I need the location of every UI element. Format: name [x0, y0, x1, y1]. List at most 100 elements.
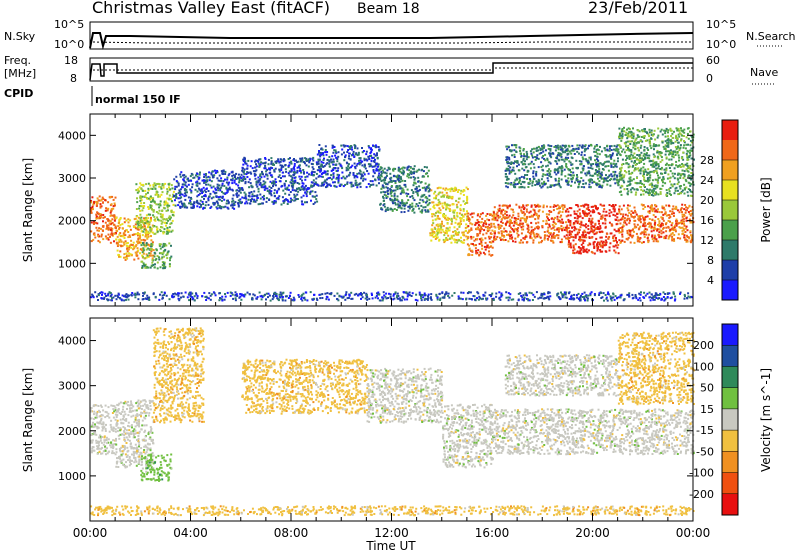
data-pixel [481, 247, 484, 250]
data-pixel [164, 265, 167, 268]
data-pixel [523, 169, 526, 172]
data-pixel [500, 220, 503, 223]
data-pixel [639, 225, 642, 228]
data-pixel [590, 223, 593, 226]
data-pixel [671, 212, 673, 215]
data-pixel [579, 252, 582, 255]
data-pixel [653, 223, 656, 226]
data-pixel [560, 155, 563, 158]
data-pixel [152, 197, 155, 200]
data-pixel [411, 195, 414, 197]
data-pixel [430, 228, 433, 231]
data-pixel [669, 228, 672, 231]
data-pixel [279, 160, 282, 163]
data-pixel [291, 180, 294, 183]
data-pixel [466, 217, 469, 220]
data-pixel [93, 223, 96, 225]
data-pixel [552, 225, 555, 228]
data-pixel [204, 179, 207, 182]
data-pixel [548, 231, 550, 234]
data-pixel [676, 173, 679, 176]
data-pixel [589, 180, 592, 183]
data-pixel [578, 223, 581, 225]
data-pixel [127, 254, 130, 257]
data-pixel [181, 205, 184, 208]
data-pixel [596, 152, 599, 155]
data-pixel [342, 185, 345, 188]
data-pixel [490, 236, 493, 239]
data-pixel [674, 224, 677, 227]
data-pixel [336, 158, 339, 160]
data-pixel [614, 251, 617, 254]
data-pixel [259, 177, 262, 180]
data-pixel [184, 192, 187, 195]
data-pixel [613, 208, 616, 211]
data-pixel [523, 153, 526, 156]
data-pixel [535, 226, 538, 229]
data-pixel [375, 184, 378, 187]
data-pixel [644, 218, 647, 221]
data-pixel [579, 247, 582, 250]
data-pixel [182, 183, 184, 186]
data-pixel [383, 167, 386, 170]
data-pixel [617, 252, 620, 255]
data-pixel [271, 167, 274, 170]
data-pixel [610, 164, 613, 167]
data-pixel [515, 150, 518, 153]
data-pixel [683, 173, 686, 176]
data-pixel [298, 164, 301, 167]
data-pixel [608, 212, 611, 215]
data-pixel [389, 177, 392, 180]
data-pixel [447, 204, 450, 207]
data-pixel [370, 150, 373, 153]
data-pixel [589, 174, 592, 177]
data-pixel [399, 187, 402, 190]
data-pixel [336, 169, 339, 172]
data-pixel [545, 222, 548, 225]
data-pixel [151, 259, 154, 262]
data-pixel [571, 230, 573, 233]
data-pixel [260, 161, 263, 164]
data-pixel [527, 224, 530, 227]
data-pixel [484, 220, 487, 223]
data-pixel [90, 240, 93, 243]
data-pixel [221, 197, 224, 199]
data-pixel [180, 200, 183, 203]
data-pixel [665, 169, 668, 172]
data-pixel [521, 185, 524, 188]
data-pixel [136, 197, 138, 200]
data-pixel [568, 234, 571, 236]
data-pixel [607, 169, 610, 172]
data-pixel [467, 231, 470, 233]
data-pixel [632, 234, 635, 237]
data-pixel [179, 191, 182, 194]
data-pixel [252, 170, 255, 173]
data-pixel [619, 218, 622, 221]
data-pixel [535, 222, 537, 225]
data-pixel [95, 204, 98, 207]
data-pixel [540, 151, 543, 154]
data-pixel [333, 181, 336, 184]
data-pixel [565, 234, 568, 237]
data-pixel [228, 181, 231, 184]
data-pixel [640, 203, 643, 206]
data-pixel [299, 189, 302, 191]
data-pixel [632, 143, 635, 146]
data-pixel [513, 217, 516, 220]
data-pixel [113, 240, 115, 243]
data-pixel [151, 241, 154, 244]
data-pixel [403, 202, 406, 205]
data-pixel [431, 233, 434, 236]
data-pixel [567, 149, 570, 152]
data-pixel [603, 179, 606, 182]
data-pixel [636, 238, 639, 241]
data-pixel [638, 130, 641, 133]
data-pixel [583, 235, 586, 238]
data-pixel [605, 160, 608, 163]
data-pixel [560, 147, 563, 150]
data-pixel [610, 232, 613, 235]
data-pixel [367, 145, 370, 147]
data-pixel [137, 232, 140, 235]
data-pixel [424, 182, 427, 185]
data-pixel [117, 225, 120, 228]
